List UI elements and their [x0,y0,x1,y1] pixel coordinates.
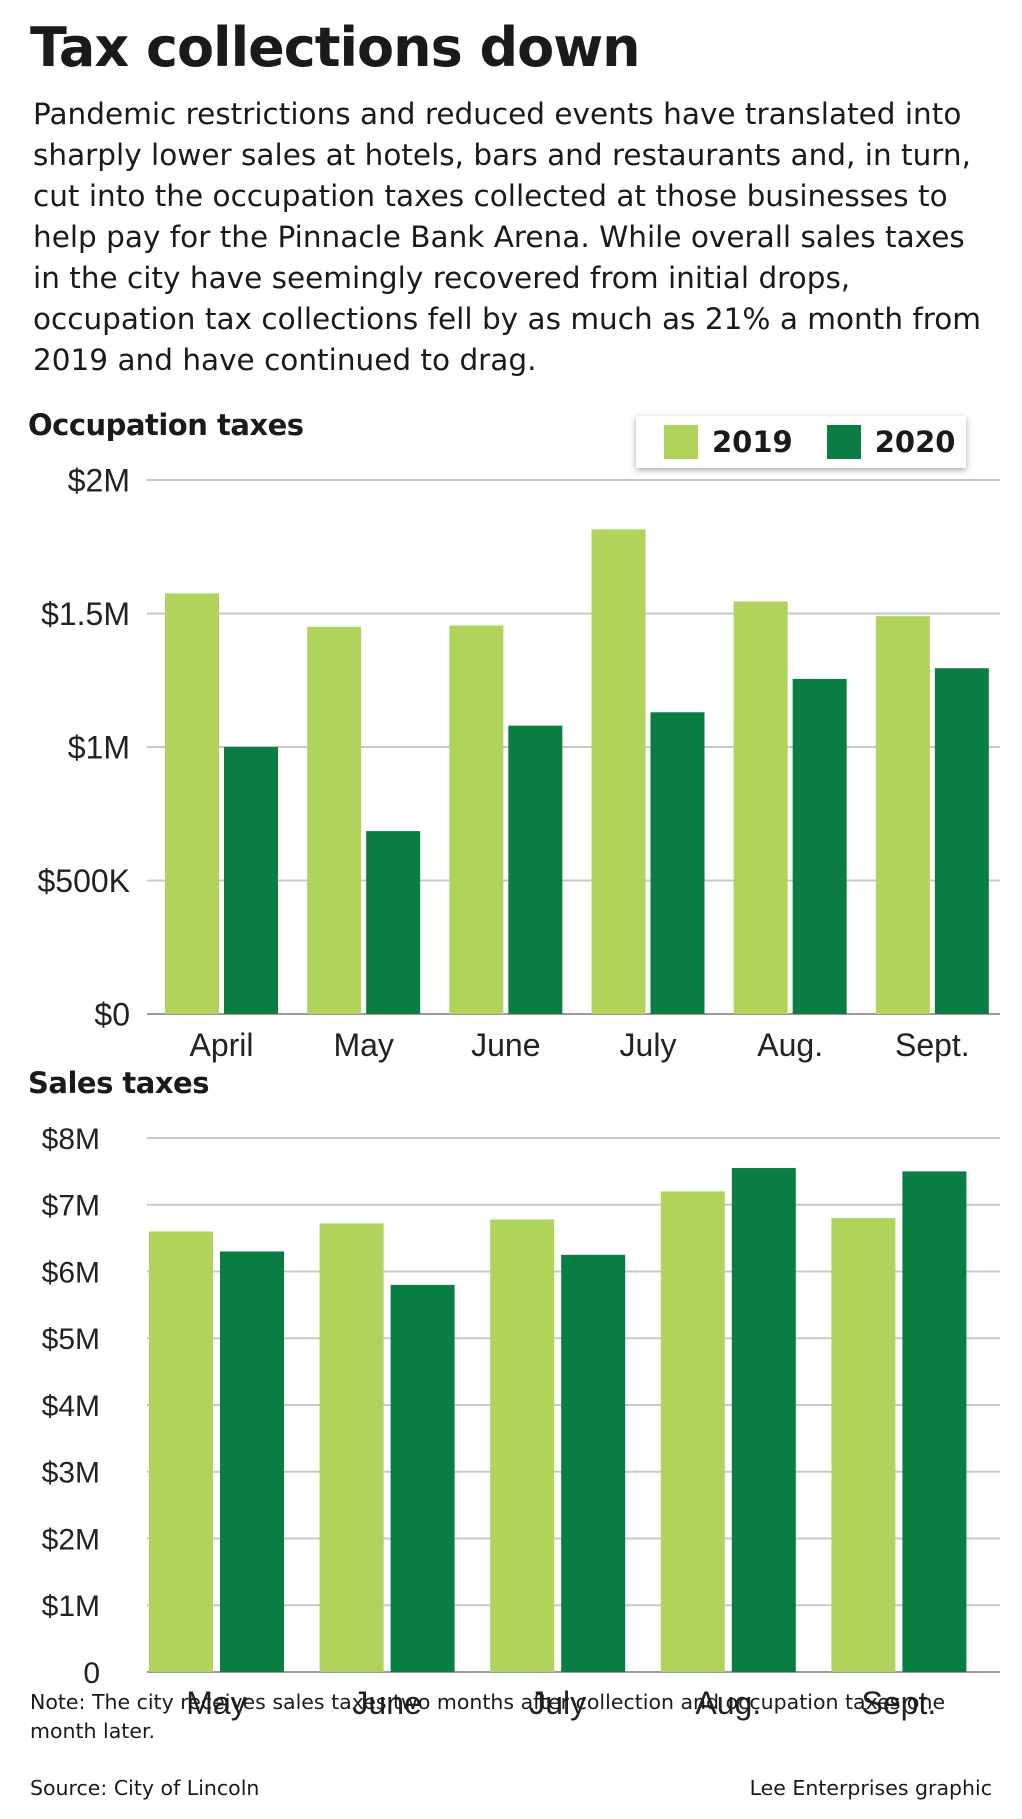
bar-2019 [319,1223,384,1672]
y-tick-label: $1M [68,730,130,766]
sales-chart-title: Sales taxes [28,1066,210,1100]
bar-2019 [660,1191,725,1672]
bar-2019 [875,616,930,1014]
bar-2020 [561,1254,626,1672]
x-category-label: May [186,1685,246,1721]
page-title: Tax collections down [30,16,641,79]
legend-label-2020: 2020 [874,425,956,459]
y-tick-label: $2M [68,463,130,499]
bar-2020 [902,1171,967,1672]
bar-2020 [390,1284,455,1672]
bar-2019 [165,593,219,1014]
bar-2019 [591,529,646,1014]
occupation-taxes-chart: $0 $500K $1M $1.5M $2M April May June July Aug. Se… [37,463,1000,1063]
bar-2020 [366,831,421,1014]
x-category-label: April [189,1027,253,1063]
y-tick-label: $0 [94,997,130,1033]
occupation-chart-title: Occupation taxes [28,408,304,442]
x-category-label: Sept. [895,1027,970,1063]
legend-label-2019: 2019 [712,425,793,459]
source-text: Source: City of Lincoln [30,1776,260,1800]
x-category-label: Aug. [695,1685,761,1721]
y-tick-label: $2M [42,1523,100,1556]
x-category-label: Sept. [862,1685,937,1721]
intro-paragraph: Pandemic restrictions and reduced events… [33,97,982,377]
x-category-label: May [333,1027,393,1063]
bar-2019 [449,625,504,1014]
legend-swatch-2019 [664,425,698,459]
bar-2019 [490,1219,555,1672]
legend: 2019 2020 [636,416,966,468]
bar-2019 [733,601,788,1014]
y-tick-label: $4M [42,1390,100,1423]
bar-2019 [831,1218,896,1672]
legend-item-2019: 2019 [664,425,793,459]
bar-2020 [731,1168,796,1672]
y-tick-label: $1M [42,1590,100,1623]
bar-2020 [220,1251,284,1672]
credit-text: Lee Enterprises graphic [749,1776,992,1800]
bar-2020 [650,712,705,1014]
y-tick-label: $7M [42,1190,100,1223]
x-category-label: June [471,1027,540,1063]
y-tick-label: 0 [83,1657,100,1690]
x-category-label: July [529,1685,586,1721]
y-tick-label: $6M [42,1256,100,1289]
bar-2020 [508,725,563,1014]
bar-2020 [792,678,847,1014]
legend-swatch-2020 [826,425,861,459]
y-tick-label: $1.5M [41,596,130,632]
y-tick-label: $3M [42,1457,100,1490]
x-category-label: Aug. [757,1027,823,1063]
legend-item-2020: 2020 [826,425,956,459]
x-category-label: June [352,1685,421,1721]
bar-2019 [307,626,362,1014]
note-text: Note: The city receives sales taxes two … [30,1690,946,1743]
bar-2020 [934,668,989,1014]
y-tick-label: $5M [42,1323,100,1356]
bar-2019 [149,1231,213,1672]
bar-2020 [224,747,278,1014]
sales-taxes-chart: 0 $1M $2M $3M $4M $5M $6M $7M $8M May June July Aug.… [42,1123,1000,1721]
y-tick-label: $500K [37,863,130,899]
y-tick-label: $8M [42,1123,100,1156]
x-category-label: July [620,1027,677,1063]
